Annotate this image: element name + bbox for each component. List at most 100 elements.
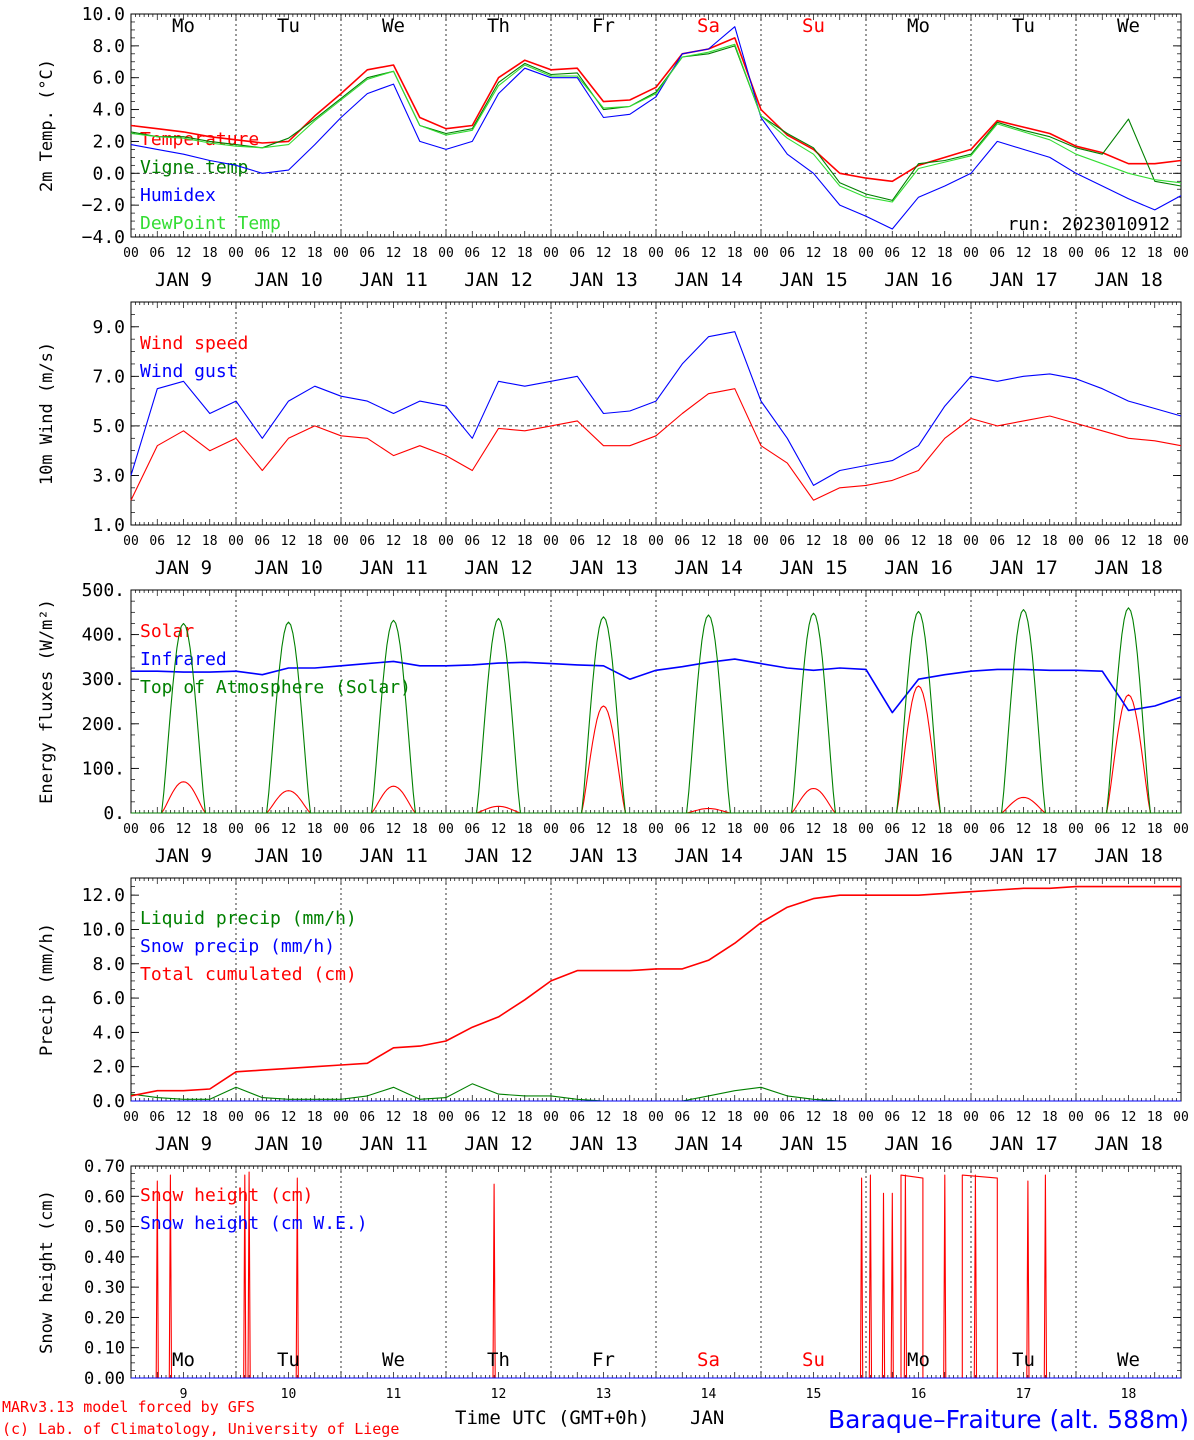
hour-tick-label: 18: [937, 246, 953, 261]
hour-tick-label: 18: [202, 246, 218, 261]
series-line-2: [130, 26, 1182, 230]
y-tick-label: 2.0: [92, 1057, 125, 1078]
hour-tick-label: 12: [1121, 246, 1137, 261]
hour-tick-label: 12: [806, 1110, 822, 1125]
hour-tick-label: 00: [753, 534, 769, 549]
hour-tick-label: 12: [386, 246, 402, 261]
weekday-label: Tu: [1012, 15, 1035, 37]
legend-entry: Liquid precip (mm/h): [140, 908, 357, 929]
hour-tick-label: 12: [1121, 822, 1137, 837]
hour-tick-label: 18: [1147, 246, 1163, 261]
hour-tick-label: 06: [254, 246, 270, 261]
hour-tick-label: 18: [832, 534, 848, 549]
hour-tick-label: 18: [412, 822, 428, 837]
hour-tick-label: 00: [963, 1110, 979, 1125]
hour-tick-label: 12: [1121, 534, 1137, 549]
hour-tick-label: 00: [438, 534, 454, 549]
date-label: JAN 16: [884, 557, 953, 579]
hour-tick-label: 06: [779, 822, 795, 837]
hour-tick-label: 12: [281, 246, 297, 261]
hour-tick-label: 00: [753, 246, 769, 261]
hour-tick-label: 06: [569, 246, 585, 261]
hour-tick-label: 18: [727, 1110, 743, 1125]
date-label: JAN 18: [1094, 1133, 1163, 1155]
hour-tick-label: 18: [1042, 822, 1058, 837]
y-axis-label: 10m Wind (m/s): [37, 342, 57, 485]
date-label: JAN 14: [674, 269, 743, 291]
hour-tick-label: 00: [438, 246, 454, 261]
hour-tick-label: 12: [176, 534, 192, 549]
y-tick-label: −2.0: [82, 195, 125, 216]
date-label: JAN 12: [464, 1133, 533, 1155]
hour-tick-label: 18: [307, 246, 323, 261]
hour-tick-label: 00: [228, 246, 244, 261]
hour-tick-label: 18: [517, 246, 533, 261]
hour-tick-label: 12: [386, 1110, 402, 1125]
hour-tick-label: 18: [517, 534, 533, 549]
hour-tick-label: 18: [1042, 246, 1058, 261]
weekday-label: We: [382, 15, 405, 37]
y-tick-label: 0.00: [84, 1369, 125, 1389]
series-line-1: [131, 658, 1182, 714]
date-label: JAN 10: [254, 269, 323, 291]
hour-tick-label: 18: [937, 1110, 953, 1125]
y-tick-label: 0.20: [84, 1308, 125, 1328]
hour-tick-label: 00: [1068, 534, 1084, 549]
hour-tick-label: 18: [307, 1110, 323, 1125]
weekday-label: Mo: [907, 15, 930, 37]
month-label: JAN: [690, 1407, 724, 1429]
hour-tick-label: 06: [884, 1110, 900, 1125]
date-label: JAN 9: [155, 1133, 212, 1155]
legend-entry: Snow height (cm): [140, 1185, 313, 1206]
y-tick-label: 9.0: [92, 317, 125, 338]
copyright-credit: (c) Lab. of Climatology, University of L…: [2, 1420, 399, 1438]
date-label: JAN 14: [674, 1133, 743, 1155]
hour-tick-label: 06: [464, 1110, 480, 1125]
hour-tick-label: 06: [779, 534, 795, 549]
day-number-label: 16: [911, 1387, 927, 1402]
hour-tick-label: 12: [281, 534, 297, 549]
date-label: JAN 16: [884, 269, 953, 291]
hour-tick-label: 00: [1068, 246, 1084, 261]
legend-entry: Wind speed: [140, 333, 248, 354]
footer: MARv3.13 model forced by GFS (c) Lab. of …: [2, 1398, 1189, 1438]
hour-tick-label: 18: [307, 534, 323, 549]
date-label: JAN 13: [569, 557, 638, 579]
y-tick-label: 0.70: [84, 1157, 125, 1177]
date-label: JAN 13: [569, 269, 638, 291]
date-label: JAN 12: [464, 845, 533, 867]
station-title: Baraque–Fraiture (alt. 588m): [828, 1405, 1189, 1434]
hour-tick-label: 00: [438, 1110, 454, 1125]
hour-tick-label: 06: [674, 822, 690, 837]
y-tick-label: 4.0: [92, 1022, 125, 1043]
hour-tick-label: 06: [254, 822, 270, 837]
hour-tick-label: 06: [674, 246, 690, 261]
hour-tick-label: 06: [1094, 822, 1110, 837]
hour-tick-label: 18: [307, 822, 323, 837]
hour-tick-label: 12: [491, 1110, 507, 1125]
hour-tick-label: 06: [464, 534, 480, 549]
date-label: JAN 13: [569, 1133, 638, 1155]
hour-tick-label: 06: [149, 534, 165, 549]
hour-tick-label: 00: [228, 534, 244, 549]
panel-1: 10.0 8.0 6.0 4.0 2.0 0.0 −2.0 −4.0 2m Temp. (°C)…: [37, 4, 1189, 291]
hour-tick-label: 18: [727, 246, 743, 261]
date-label: JAN 14: [674, 557, 743, 579]
hour-tick-label: 18: [622, 1110, 638, 1125]
hour-tick-label: 12: [281, 822, 297, 837]
day-number-label: 12: [491, 1387, 507, 1402]
hour-tick-label: 00: [1173, 1110, 1189, 1125]
date-label: JAN 18: [1094, 845, 1163, 867]
hour-tick-label: 18: [727, 534, 743, 549]
y-tick-label: 0.0: [92, 1091, 125, 1112]
hour-tick-label: 12: [911, 822, 927, 837]
day-number-label: 18: [1121, 1387, 1137, 1402]
weekday-label: Th: [487, 1349, 510, 1371]
date-label: JAN 10: [254, 1133, 323, 1155]
hour-tick-label: 06: [464, 246, 480, 261]
hour-tick-label: 12: [491, 534, 507, 549]
weekday-label: Su: [802, 15, 825, 37]
date-label: JAN 12: [464, 269, 533, 291]
legend-entry: Wind gust: [140, 361, 238, 382]
